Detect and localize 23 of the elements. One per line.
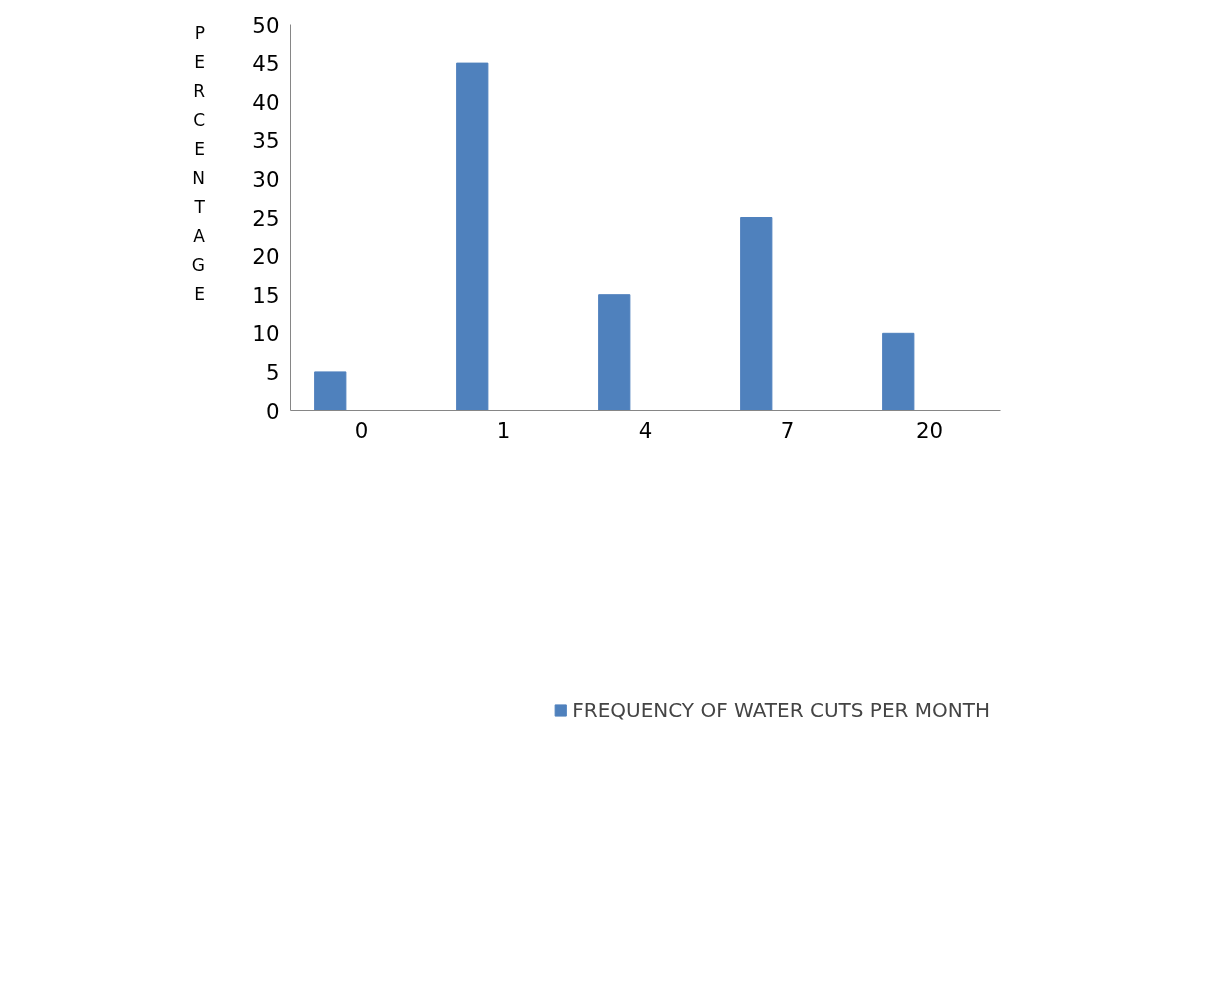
y-tick-label: 30 [252,166,280,192]
y-tick-label: 40 [252,89,280,115]
bar [740,217,773,411]
y-tick-label: 20 [252,244,280,270]
y-tick-label: 15 [252,282,280,308]
x-tick-label: 0 [354,417,369,443]
y-tick-label: 35 [252,128,280,154]
bar [456,62,489,411]
y-tick-label: 10 [252,321,280,347]
x-tick-label: 20 [915,417,944,443]
bar [882,332,915,411]
bar [314,371,347,411]
y-tick-label: 45 [252,51,280,77]
y-tick-label: 50 [252,12,280,38]
legend-label: FREQUENCY OF WATER CUTS PER MONTH [572,698,990,722]
y-tick-label: 5 [265,359,280,385]
x-tick-label: 4 [638,417,653,443]
y-tick-label: 0 [265,398,280,424]
text: PERCENTAGE [191,23,205,304]
bar [598,294,631,411]
x-tick-label: 7 [780,417,795,443]
y-tick-label: 25 [252,205,280,231]
x-tick-label: 1 [496,417,511,443]
